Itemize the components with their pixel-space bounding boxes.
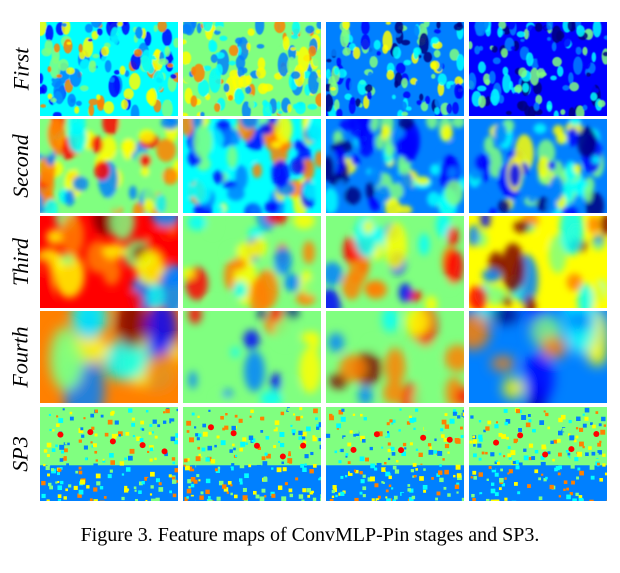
feature-map-sp3-3 bbox=[326, 407, 464, 501]
feature-map-first-4 bbox=[469, 22, 607, 116]
feature-map-first-1 bbox=[40, 22, 178, 116]
feature-map-second-4 bbox=[469, 119, 607, 213]
row-label-first: First bbox=[8, 47, 34, 91]
row-label-fourth: Fourth bbox=[8, 326, 33, 388]
feature-map-sp3-4 bbox=[469, 407, 607, 501]
feature-map-third-1 bbox=[40, 216, 178, 308]
feature-map-third-2 bbox=[183, 216, 321, 308]
feature-map-fourth-1 bbox=[40, 311, 178, 403]
row-label-sp3: SP3 bbox=[8, 436, 34, 472]
figure-caption: Figure 3. Feature maps of ConvMLP-Pin st… bbox=[80, 524, 540, 546]
row-label-third: Third bbox=[8, 237, 33, 287]
feature-map-fourth-4 bbox=[469, 311, 607, 403]
feature-map-third-3 bbox=[326, 216, 464, 308]
feature-map-first-3 bbox=[326, 22, 464, 116]
feature-map-sp3-1 bbox=[40, 407, 178, 501]
row-label-second: Second bbox=[8, 134, 33, 198]
feature-map-second-3 bbox=[326, 119, 464, 213]
feature-map-second-1 bbox=[40, 119, 178, 213]
feature-map-fourth-3 bbox=[326, 311, 464, 403]
feature-map-sp3-2 bbox=[183, 407, 321, 501]
feature-map-first-2 bbox=[183, 22, 321, 116]
feature-map-fourth-2 bbox=[183, 311, 321, 403]
feature-map-third-4 bbox=[469, 216, 607, 308]
feature-map-second-2 bbox=[183, 119, 321, 213]
